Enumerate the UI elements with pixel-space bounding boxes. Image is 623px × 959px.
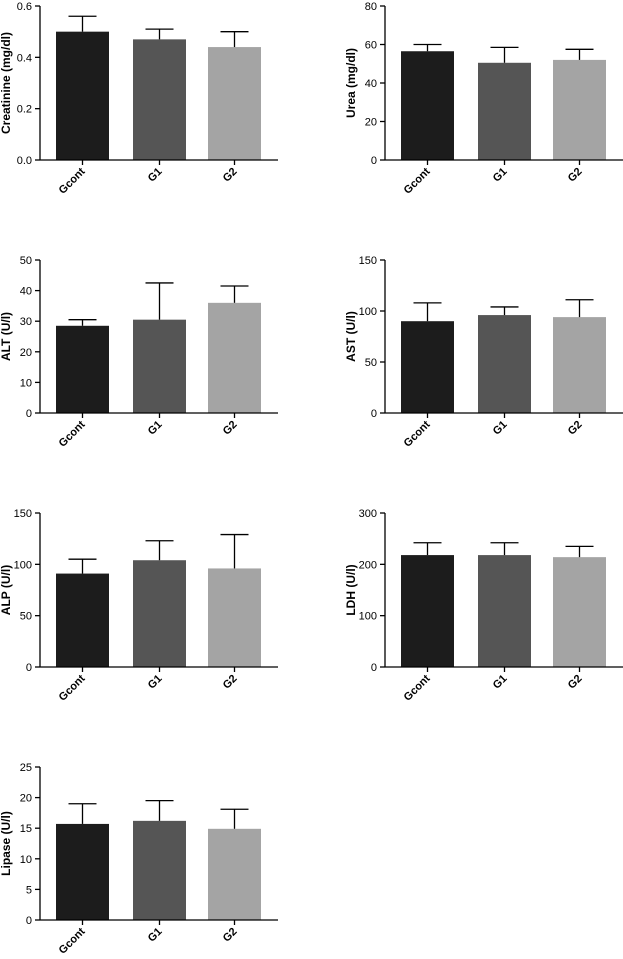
- y-tick-label: 100: [359, 611, 377, 623]
- bar-gcont: [56, 573, 109, 667]
- bar-gcont: [401, 51, 454, 160]
- bar-gcont: [56, 325, 109, 413]
- y-tick-label: 200: [359, 559, 377, 571]
- bar-g1: [478, 62, 531, 160]
- x-tick-label: Gcont: [402, 418, 433, 449]
- y-tick-label: 10: [20, 854, 32, 866]
- y-axis-label: ALT (U/l): [0, 312, 13, 361]
- bar-g2: [553, 557, 606, 667]
- bar-gcont: [401, 321, 454, 413]
- chart-panel-2: 0 20 40 60 80 Gcont G1 G2 Urea (mg/dl): [344, 1, 623, 197]
- y-tick-label: 0: [26, 662, 32, 674]
- y-axis-label: Lipase (U/l): [0, 811, 13, 876]
- y-axis-label: LDH (U/l): [344, 564, 358, 615]
- y-tick-label: 0.2: [17, 104, 32, 116]
- bar-gcont: [56, 31, 109, 160]
- bar-g2: [208, 302, 261, 413]
- y-tick-label: 40: [365, 78, 377, 90]
- bar-gcont: [56, 823, 109, 920]
- y-tick-label: 0: [26, 915, 32, 927]
- x-tick-label: Gcont: [57, 418, 88, 449]
- y-tick-label: 100: [359, 306, 377, 318]
- y-tick-label: 20: [20, 347, 32, 359]
- bar-g1: [478, 315, 531, 413]
- y-tick-label: 50: [365, 357, 377, 369]
- bar-g1: [133, 39, 186, 160]
- bar-g2: [553, 59, 606, 160]
- y-tick-label: 80: [365, 1, 377, 13]
- bar-g2: [208, 47, 261, 160]
- x-tick-label: G1: [146, 673, 165, 692]
- x-tick-label: Gcont: [402, 165, 433, 196]
- y-tick-label: 0: [371, 408, 377, 420]
- y-tick-label: 20: [20, 793, 32, 805]
- y-tick-label: 50: [20, 255, 32, 267]
- x-tick-label: G2: [566, 419, 585, 438]
- y-tick-label: 0.6: [17, 1, 32, 13]
- y-tick-label: 20: [365, 117, 377, 129]
- x-tick-label: Gcont: [57, 165, 88, 196]
- bar-g1: [133, 319, 186, 413]
- x-tick-label: G2: [221, 926, 240, 945]
- y-tick-label: 5: [26, 884, 32, 896]
- chart-panel-4: 0 50 100 150 Gcont G1 G2 AST (U/l): [344, 255, 623, 450]
- y-tick-label: 100: [14, 559, 32, 571]
- y-tick-label: 0: [26, 408, 32, 420]
- bar-g1: [133, 560, 186, 667]
- x-tick-label: G2: [566, 673, 585, 692]
- chart-panel-6: 0 100 200 300 Gcont G1 G2 LDH (U/l): [344, 508, 623, 704]
- x-tick-label: G1: [146, 166, 165, 185]
- x-tick-label: G2: [221, 419, 240, 438]
- x-tick-label: Gcont: [402, 672, 433, 703]
- bar-g2: [208, 828, 261, 920]
- x-tick-label: Gcont: [57, 925, 88, 956]
- x-tick-label: G1: [146, 926, 165, 945]
- y-tick-label: 10: [20, 377, 32, 389]
- chart-panel-5: 0 50 100 150 Gcont G1 G2 ALP (U/l): [0, 508, 278, 704]
- y-tick-label: 25: [20, 762, 32, 774]
- x-tick-label: G1: [491, 166, 510, 185]
- y-tick-label: 0: [371, 662, 377, 674]
- y-tick-label: 30: [20, 316, 32, 328]
- bar-g1: [478, 555, 531, 667]
- x-tick-label: Gcont: [57, 672, 88, 703]
- bar-g2: [208, 568, 261, 667]
- chart-panel-3: 0 10 20 30 40 50 Gcont G1 G2 ALT (U/l): [0, 255, 278, 450]
- x-tick-label: G2: [221, 673, 240, 692]
- y-tick-label: 0: [371, 155, 377, 167]
- y-tick-label: 150: [359, 255, 377, 267]
- bar-g1: [133, 820, 186, 920]
- chart-panel-1: 0.0 0.2 0.4 0.6 Gcont G1 G2 Creatinine (mg/dl): [0, 1, 278, 197]
- bar-gcont: [401, 555, 454, 667]
- y-tick-label: 300: [359, 508, 377, 520]
- y-tick-label: 15: [20, 823, 32, 835]
- y-tick-label: 60: [365, 40, 377, 52]
- y-axis-label: ALP (U/l): [0, 565, 13, 615]
- y-axis-label: Urea (mg/dl): [344, 48, 358, 118]
- y-tick-label: 40: [20, 286, 32, 298]
- x-tick-label: G1: [491, 419, 510, 438]
- x-tick-label: G2: [566, 166, 585, 185]
- y-tick-label: 150: [14, 508, 32, 520]
- chart-panel-7: 0 5 10 15 20 25 Gcont G1 G2 Lipase (U/l): [0, 762, 278, 957]
- y-tick-label: 0.0: [17, 155, 32, 167]
- bar-g2: [553, 317, 606, 413]
- x-tick-label: G1: [491, 673, 510, 692]
- y-tick-label: 50: [20, 611, 32, 623]
- x-tick-label: G1: [146, 419, 165, 438]
- y-axis-label: Creatinine (mg/dl): [0, 32, 13, 134]
- x-tick-label: G2: [221, 166, 240, 185]
- y-tick-label: 0.4: [17, 52, 32, 64]
- y-axis-label: AST (U/l): [344, 311, 358, 362]
